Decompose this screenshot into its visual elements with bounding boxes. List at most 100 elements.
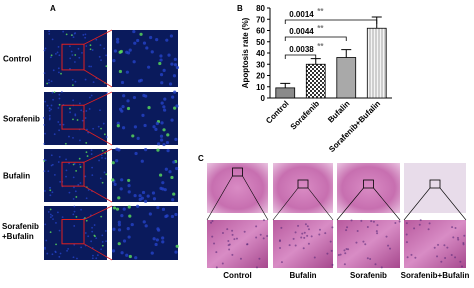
zoom-line [403,187,431,221]
nucleus [122,239,127,243]
nucleus [55,52,57,55]
nucleus [173,90,177,94]
nucleus [44,47,47,50]
nucleus [49,56,52,59]
nucleus [73,210,76,213]
nucleus [126,106,131,111]
nucleus [48,32,51,35]
nucleus [134,256,138,260]
cell [433,246,436,249]
p-value: 0.0038 [289,45,314,54]
cell [364,243,367,246]
nucleus [51,253,54,256]
cell [280,226,283,229]
cell [280,261,283,264]
cell [463,234,466,237]
cell [318,233,321,236]
cell [454,256,457,259]
nucleus [78,157,81,160]
nucleus [47,211,50,213]
nucleus [104,157,107,160]
nucleus [84,232,87,234]
nucleus [59,252,62,255]
nucleus [64,142,67,145]
cell [243,230,246,233]
nucleus [159,186,163,190]
cell [306,234,309,237]
nucleus [125,70,129,74]
nucleus [104,152,107,155]
nucleus [58,54,61,57]
nucleus [75,215,78,218]
nucleus [162,142,166,147]
zoom-line [272,187,299,221]
x-tick-label: Sorafenib+Bufalin [327,99,382,154]
nucleus [120,178,124,182]
micrograph [112,30,178,87]
p-value: 0.0044 [289,27,314,36]
zoom-box [61,219,85,245]
cell [259,233,262,236]
significance: ** [317,42,324,51]
cell [375,230,378,233]
cell [405,233,408,236]
nucleus [81,119,84,122]
x-tick-label: Sorafenib [289,99,322,132]
y-axis-label: Apoptosis rate (%) [241,17,250,88]
nucleus [56,51,59,54]
nucleus [49,216,52,218]
nucleus [115,159,119,163]
nucleus [132,95,137,100]
nucleus [76,119,79,121]
nucleus [101,149,104,152]
nucleus [103,133,106,136]
cell [324,232,327,235]
nucleus [139,32,143,36]
nucleus [66,249,68,252]
nucleus [92,81,95,84]
nucleus [126,226,130,231]
nucleus [144,224,148,228]
cell [292,237,295,240]
nucleus [57,67,60,70]
row-label: Bufalin [3,172,30,181]
nucleus [175,244,179,248]
nucleus [136,204,140,208]
nucleus [74,80,77,83]
nucleus [84,117,87,119]
cell [456,236,459,239]
cell [215,266,218,269]
y-tick-label: 30 [256,60,265,69]
cell [389,247,392,250]
nucleus [140,159,144,163]
cell [362,240,365,243]
nucleus [50,108,52,111]
nucleus [141,190,146,195]
nucleus [100,59,102,62]
cell [303,231,306,234]
nucleus [48,30,51,33]
nucleus [56,211,59,214]
cell [301,232,304,235]
nucleus [51,38,54,41]
nucleus [150,251,154,255]
nucleus [105,65,108,68]
nucleus [163,108,167,112]
cell [300,236,303,239]
bar [275,87,296,99]
nucleus [61,216,64,218]
nucleus [138,197,142,202]
nucleus [117,223,121,227]
nucleus [165,140,170,145]
nucleus [98,159,100,162]
nucleus [72,36,75,39]
nucleus [117,148,121,152]
nucleus [72,213,75,216]
nucleus [75,170,78,172]
cell [462,243,465,246]
nucleus [112,206,117,210]
nucleus [143,123,147,128]
nucleus [90,240,93,243]
nucleus [112,58,116,63]
nucleus [144,199,148,203]
